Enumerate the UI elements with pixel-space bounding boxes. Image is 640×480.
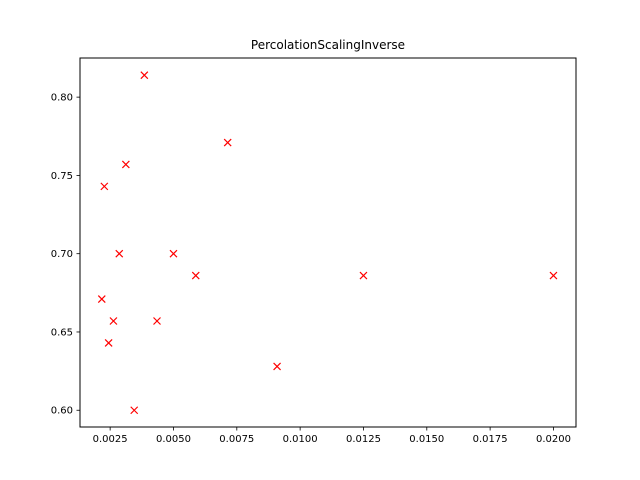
data-point: [115, 249, 124, 258]
y-tick-label: 0.65: [51, 327, 73, 338]
x-tick-label: 0.0075: [219, 434, 254, 445]
data-point: [223, 138, 232, 147]
x-tick-label: 0.0050: [156, 434, 191, 445]
data-point: [169, 249, 178, 258]
y-tick-label: 0.80: [51, 93, 73, 104]
data-point: [191, 271, 200, 280]
data-point: [130, 406, 139, 415]
x-tick-label: 0.0200: [536, 434, 571, 445]
data-point: [121, 160, 130, 169]
x-tick-label: 0.0125: [346, 434, 381, 445]
plot-area-frame: [79, 57, 577, 428]
data-point: [549, 271, 558, 280]
data-point: [153, 317, 161, 325]
data-point: [140, 71, 149, 80]
data-point: [109, 317, 118, 325]
y-tick-label: 0.60: [51, 406, 73, 417]
data-point: [104, 339, 113, 347]
x-tick-label: 0.0175: [473, 434, 508, 445]
data-point: [100, 182, 109, 191]
chart-title: PercolationScalingInverse: [251, 38, 405, 52]
y-tick-label: 0.70: [51, 249, 73, 260]
data-point: [359, 271, 368, 280]
x-tick-label: 0.0100: [283, 434, 318, 445]
y-tick-label: 0.75: [51, 171, 73, 182]
axis-ticks: 0.0025 0.0050 0.0075 0.0100 0.0125 0.0150 0.01…: [51, 93, 571, 445]
x-tick-label: 0.0025: [93, 434, 128, 445]
data-point: [273, 362, 282, 371]
x-tick-label: 0.0150: [409, 434, 444, 445]
data-points: [97, 71, 558, 415]
data-point: [97, 295, 106, 304]
